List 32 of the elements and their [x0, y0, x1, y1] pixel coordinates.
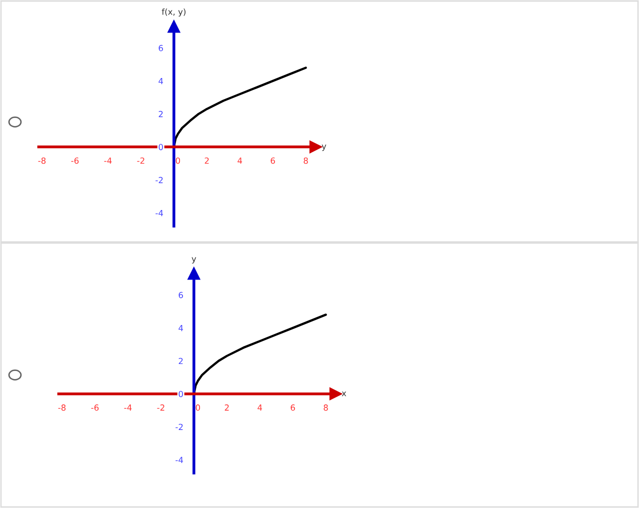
x-tick-label: 6: [270, 157, 275, 164]
y-tick-label: 0: [178, 390, 183, 398]
x-tick-label: 6: [290, 404, 295, 411]
y-tick-label: 6: [158, 44, 163, 52]
y-axis-title: y: [192, 257, 196, 264]
y-tick-label: 4: [158, 78, 164, 84]
x-tick-label: 4: [238, 158, 242, 164]
y-tick-label: 6: [178, 292, 183, 298]
x-tick-label: 2: [224, 404, 229, 411]
y-tick-label: 0: [158, 144, 163, 150]
y-tick-label: -2: [176, 424, 183, 430]
x-tick-label: 2: [204, 157, 209, 164]
y-tick-label: -4: [156, 210, 164, 216]
y-tick-label: 4: [178, 325, 184, 332]
x-tick-label: 4: [258, 404, 262, 411]
x-tick-label: 8: [324, 404, 328, 411]
x-tick-label: 8: [304, 157, 308, 164]
x-tick-label: 0: [196, 404, 200, 411]
x-tick-label: -4: [124, 404, 132, 411]
x-tick-label: -2: [137, 157, 144, 164]
x-tick-label: -6: [71, 157, 79, 164]
y-axis-title: f(x, y): [162, 8, 186, 17]
x-axis-title: x: [342, 392, 346, 396]
x-axis-title: y: [322, 144, 326, 151]
y-tick-label: -2: [156, 176, 163, 184]
x-tick-label: -8: [58, 404, 66, 411]
y-tick-label: 2: [158, 110, 163, 118]
x-tick-label: -6: [91, 404, 99, 411]
x-tick-label: -8: [38, 157, 46, 164]
y-tick-label: 2: [178, 358, 183, 364]
x-tick-label: -4: [104, 158, 112, 164]
y-tick-label: -4: [176, 456, 184, 463]
